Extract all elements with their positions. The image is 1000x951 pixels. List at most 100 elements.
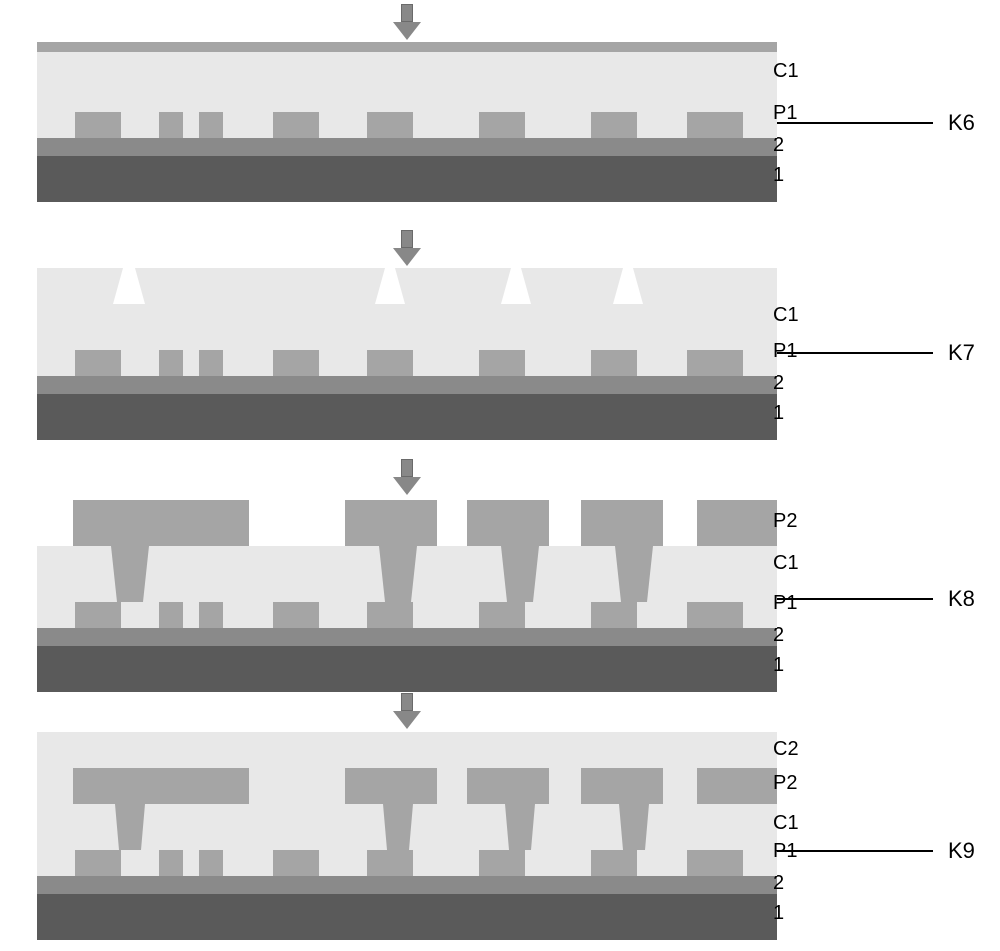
p1-block [273, 112, 319, 138]
p2-seg [73, 768, 249, 804]
p1-block [687, 602, 743, 628]
label-C1: C1 [773, 60, 799, 83]
C1-top [37, 42, 777, 52]
p1-block [591, 112, 637, 138]
substrate [37, 894, 777, 940]
c1-slope [135, 268, 145, 304]
leader-K6 [777, 122, 933, 124]
step-label-K8: K8 [948, 586, 975, 612]
p1-block [687, 350, 743, 376]
panel-K8: 12C1P1P2 [37, 500, 777, 692]
p1-block [479, 112, 525, 138]
base [37, 376, 777, 394]
via [621, 546, 647, 602]
p1-block [687, 850, 743, 876]
p1-block [199, 602, 223, 628]
c1-slope [375, 268, 385, 304]
label-C1: C1 [773, 304, 799, 327]
substrate [37, 156, 777, 202]
panel-K9: 12C1C2P1P2 [37, 732, 777, 940]
via [117, 546, 143, 602]
C2 [37, 732, 777, 768]
substrate [37, 646, 777, 692]
label-C1: C1 [773, 812, 799, 835]
p1-block [159, 850, 183, 876]
p1-block [75, 850, 121, 876]
c1-slope [521, 268, 531, 304]
label-1: 1 [773, 402, 784, 425]
c1-seg [643, 268, 777, 304]
p2-seg [697, 768, 777, 804]
leader-K9 [777, 850, 933, 852]
label-1: 1 [773, 164, 784, 187]
p1-block [479, 602, 525, 628]
label-1: 1 [773, 902, 784, 925]
p1-block [367, 602, 413, 628]
C1-bg [37, 304, 777, 350]
C1-bg [37, 52, 777, 112]
p2-seg [73, 500, 249, 546]
p1-block [199, 112, 223, 138]
via [119, 804, 141, 850]
leader-K8 [777, 598, 933, 600]
c1-slope [395, 268, 405, 304]
base [37, 628, 777, 646]
label-C1: C1 [773, 552, 799, 575]
p1-block [273, 602, 319, 628]
c1-seg [405, 268, 501, 304]
p1-block [591, 850, 637, 876]
p1-block [75, 350, 121, 376]
diagram-canvas: 12C1P1 K6 12C1P1 K7 12C1P1P2 K8 12C1C2P1P2 K9 [0, 0, 1000, 951]
label-P2: P2 [773, 510, 797, 533]
substrate [37, 394, 777, 440]
p1-block [591, 350, 637, 376]
c1-slope [113, 268, 123, 304]
p1-block [199, 350, 223, 376]
p1-block [367, 350, 413, 376]
via [385, 546, 411, 602]
p1-block [367, 112, 413, 138]
base [37, 876, 777, 894]
p1-block [75, 112, 121, 138]
c1-seg [531, 268, 613, 304]
p1-block [479, 350, 525, 376]
arrow-0 [393, 4, 421, 40]
via [509, 804, 531, 850]
leader-K7 [777, 352, 933, 354]
p1-block [273, 850, 319, 876]
p2-seg [697, 500, 777, 546]
panel-K6: 12C1P1 [37, 42, 777, 202]
p1-block [687, 112, 743, 138]
base [37, 138, 777, 156]
arrow-2 [393, 459, 421, 495]
panel-K7: 12C1P1 [37, 268, 777, 440]
step-label-K6: K6 [948, 110, 975, 136]
step-label-K9: K9 [948, 838, 975, 864]
via [623, 804, 645, 850]
p1-block [591, 602, 637, 628]
via [507, 546, 533, 602]
c1-seg [145, 268, 375, 304]
c1-seg [37, 268, 113, 304]
c1-slope [613, 268, 623, 304]
p1-block [367, 850, 413, 876]
label-C2: C2 [773, 738, 799, 761]
p1-block [159, 350, 183, 376]
c1-slope [633, 268, 643, 304]
via [387, 804, 409, 850]
p1-block [199, 850, 223, 876]
label-P1: P1 [773, 592, 797, 615]
p1-block [159, 112, 183, 138]
step-label-K7: K7 [948, 340, 975, 366]
arrow-3 [393, 693, 421, 729]
c1-slope [501, 268, 511, 304]
label-1: 1 [773, 654, 784, 677]
arrow-1 [393, 230, 421, 266]
p2-seg [467, 768, 549, 804]
p1-block [159, 602, 183, 628]
label-P2: P2 [773, 772, 797, 795]
p1-block [75, 602, 121, 628]
p1-block [479, 850, 525, 876]
p1-block [273, 350, 319, 376]
p2-seg [581, 768, 663, 804]
